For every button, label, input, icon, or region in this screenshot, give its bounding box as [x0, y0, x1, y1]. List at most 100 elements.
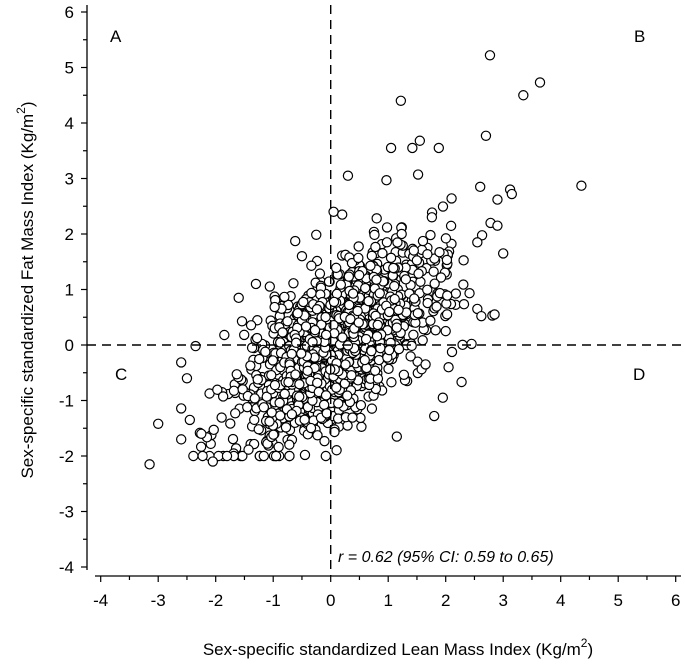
- quadrant-label-a: A: [110, 27, 122, 46]
- data-point: [411, 255, 423, 266]
- data-point: [290, 369, 301, 380]
- data-point: [386, 377, 397, 388]
- data-point: [484, 50, 496, 61]
- x-tick-label: -1: [266, 591, 281, 610]
- data-point: [389, 280, 400, 292]
- data-point: [270, 450, 282, 462]
- data-point: [353, 317, 364, 328]
- data-point: [196, 428, 207, 439]
- data-point: [381, 222, 393, 233]
- data-point: [328, 296, 340, 308]
- data-point: [445, 220, 457, 232]
- data-point: [355, 399, 367, 411]
- data-point: [458, 299, 470, 310]
- y-tick-label: 6: [65, 3, 74, 22]
- data-point: [475, 181, 486, 193]
- data-point: [393, 304, 404, 316]
- data-point: [318, 399, 330, 411]
- data-point: [331, 382, 342, 393]
- data-point: [195, 441, 207, 452]
- x-tick-label: -3: [151, 591, 166, 610]
- data-point: [188, 450, 199, 462]
- data-point: [228, 385, 240, 396]
- data-point: [422, 284, 433, 295]
- data-point: [446, 193, 457, 204]
- data-point: [273, 441, 284, 453]
- data-point: [420, 359, 431, 370]
- data-point: [300, 321, 312, 332]
- y-axis-label: Sex-specific standardized Fat Mass Index…: [14, 101, 37, 478]
- data-point: [441, 254, 453, 266]
- data-point: [429, 410, 440, 422]
- data-point: [433, 142, 444, 154]
- data-point: [464, 288, 475, 299]
- data-point: [506, 188, 518, 200]
- data-point: [430, 325, 441, 336]
- data-point: [356, 421, 367, 433]
- x-tick-label: 3: [498, 591, 507, 610]
- data-point: [181, 373, 193, 384]
- data-point: [144, 459, 155, 470]
- data-point: [320, 329, 332, 341]
- data-point: [381, 237, 393, 248]
- data-point: [492, 220, 503, 231]
- data-point: [175, 403, 187, 414]
- y-axis-ticks: -4 -3 -2 -1 0 1 2 3 4 5 6: [59, 3, 87, 577]
- data-point: [371, 213, 382, 224]
- data-point: [398, 369, 410, 380]
- data-point: [190, 340, 201, 352]
- data-point: [365, 260, 376, 271]
- y-tick-label: -4: [59, 558, 74, 577]
- data-point: [442, 290, 453, 301]
- data-point: [437, 392, 449, 403]
- data-point: [498, 248, 509, 259]
- data-point: [466, 338, 477, 350]
- data-point: [258, 450, 270, 462]
- data-point: [283, 376, 294, 388]
- data-point: [391, 431, 403, 442]
- x-tick-label: 6: [671, 591, 680, 610]
- data-point: [576, 180, 587, 191]
- x-tick-label: 4: [556, 591, 565, 610]
- data-point: [277, 327, 288, 338]
- data-point: [175, 434, 187, 445]
- data-point: [352, 305, 363, 317]
- data-point: [377, 248, 388, 259]
- data-point: [443, 362, 454, 373]
- data-point: [306, 287, 317, 299]
- data-point: [337, 332, 348, 343]
- data-point: [249, 414, 260, 426]
- data-point: [216, 412, 227, 423]
- data-point: [414, 135, 426, 146]
- data-point: [320, 311, 331, 323]
- data-point: [261, 391, 272, 402]
- data-point: [312, 377, 323, 389]
- data-point: [282, 316, 293, 327]
- data-point: [311, 229, 322, 240]
- data-point: [330, 262, 342, 274]
- data-point: [385, 252, 397, 264]
- data-point: [435, 272, 447, 283]
- data-point: [274, 410, 286, 421]
- data-point: [245, 360, 256, 371]
- data-point: [343, 299, 355, 311]
- data-point: [208, 424, 219, 436]
- data-point: [360, 333, 372, 345]
- data-point: [422, 297, 433, 309]
- data-point: [408, 245, 419, 256]
- data-point: [225, 418, 236, 429]
- data-point: [369, 229, 380, 241]
- data-point: [253, 424, 264, 435]
- data-point: [363, 295, 374, 307]
- data-point: [458, 255, 469, 266]
- data-point: [389, 293, 400, 305]
- data-point: [370, 241, 381, 253]
- data-point: [279, 388, 290, 400]
- data-point: [359, 354, 370, 366]
- data-point: [458, 279, 469, 290]
- x-axis-ticks: -4 -3 -2 -1 0 1 2 3 4 5 6: [93, 576, 680, 610]
- data-point: [294, 379, 305, 390]
- data-point: [251, 332, 263, 344]
- data-point: [230, 408, 241, 419]
